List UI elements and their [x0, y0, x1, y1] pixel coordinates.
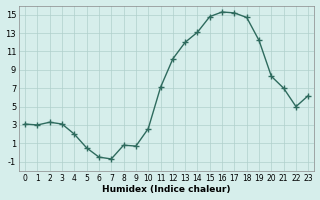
X-axis label: Humidex (Indice chaleur): Humidex (Indice chaleur): [102, 185, 231, 194]
